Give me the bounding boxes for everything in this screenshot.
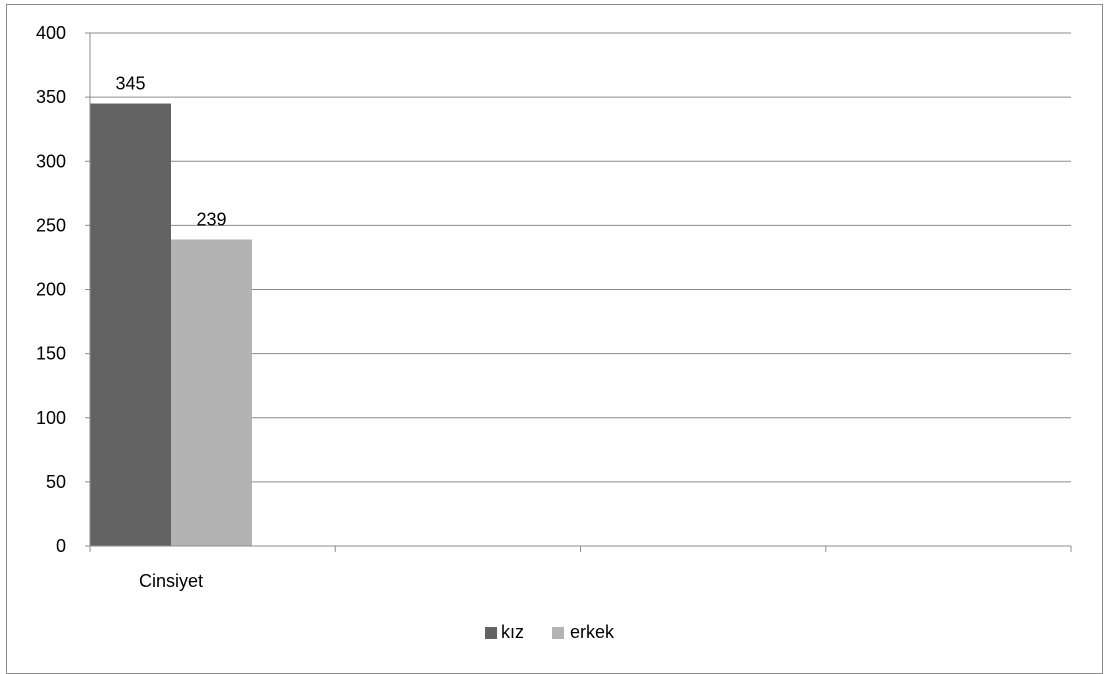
y-tick-label: 0 (56, 536, 66, 556)
data-label: 239 (196, 209, 226, 229)
legend: kız erkek (485, 622, 615, 642)
bar-kiz (90, 103, 171, 546)
y-tick-label: 250 (36, 215, 66, 235)
data-labels: 345 239 (115, 74, 226, 230)
legend-label: erkek (570, 622, 615, 642)
y-tick-label: 400 (36, 23, 66, 43)
axes (89, 33, 1072, 552)
x-category-label: Cinsiyet (139, 571, 203, 591)
legend-label: kız (501, 622, 524, 642)
y-tick-label: 300 (36, 151, 66, 171)
y-tick-label: 50 (46, 472, 66, 492)
x-axis-categories: Cinsiyet (139, 571, 203, 591)
bars (90, 103, 252, 547)
y-tick-label: 150 (36, 344, 66, 364)
y-tick-label: 100 (36, 408, 66, 428)
bar-erkek (171, 239, 252, 547)
y-axis-ticks: 0 50 100 150 200 250 300 350 400 (36, 23, 90, 556)
y-tick-label: 200 (36, 280, 66, 300)
legend-swatch (552, 627, 564, 639)
gridlines (90, 32, 1071, 483)
data-label: 345 (115, 74, 145, 94)
y-tick-label: 350 (36, 87, 66, 107)
legend-swatch (485, 627, 497, 639)
